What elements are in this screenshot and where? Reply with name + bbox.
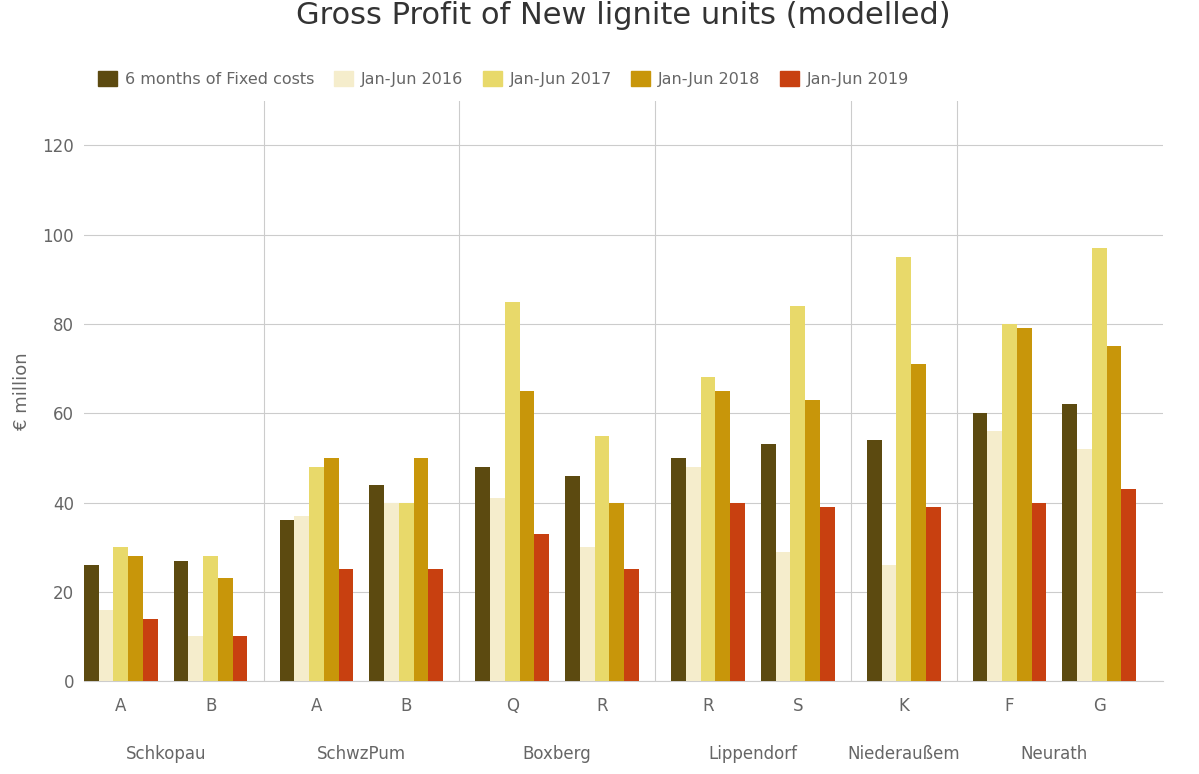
Bar bbox=[1092, 248, 1107, 681]
Bar bbox=[519, 391, 535, 681]
Bar bbox=[1077, 449, 1092, 681]
Bar bbox=[309, 467, 324, 681]
Bar bbox=[805, 400, 820, 681]
Bar bbox=[233, 636, 247, 681]
Bar bbox=[188, 636, 204, 681]
Bar bbox=[988, 431, 1002, 681]
Text: Neurath: Neurath bbox=[1020, 745, 1087, 763]
Bar bbox=[595, 436, 609, 681]
Bar bbox=[926, 507, 940, 681]
Bar bbox=[128, 556, 143, 681]
Bar bbox=[535, 534, 549, 681]
Bar bbox=[867, 440, 881, 681]
Bar bbox=[84, 565, 98, 681]
Title: Gross Profit of New lignite units (modelled): Gross Profit of New lignite units (model… bbox=[296, 2, 951, 30]
Bar bbox=[700, 378, 716, 681]
Bar bbox=[143, 618, 157, 681]
Text: Niederaußem: Niederaußem bbox=[848, 745, 960, 763]
Bar bbox=[399, 502, 414, 681]
Bar bbox=[384, 502, 399, 681]
Bar bbox=[1062, 404, 1077, 681]
Bar bbox=[1121, 489, 1137, 681]
Text: SchwzPum: SchwzPum bbox=[317, 745, 406, 763]
Bar bbox=[911, 364, 926, 681]
Bar bbox=[1002, 324, 1017, 681]
Bar bbox=[1107, 346, 1121, 681]
Bar bbox=[490, 498, 505, 681]
Bar bbox=[761, 444, 776, 681]
Bar bbox=[428, 570, 444, 681]
Bar bbox=[1031, 502, 1047, 681]
Legend: 6 months of Fixed costs, Jan-Jun 2016, Jan-Jun 2017, Jan-Jun 2018, Jan-Jun 2019: 6 months of Fixed costs, Jan-Jun 2016, J… bbox=[92, 65, 916, 94]
Bar bbox=[580, 547, 595, 681]
Bar bbox=[565, 476, 580, 681]
Bar bbox=[671, 458, 686, 681]
Bar bbox=[324, 458, 338, 681]
Bar bbox=[776, 552, 790, 681]
Text: Boxberg: Boxberg bbox=[523, 745, 591, 763]
Bar bbox=[174, 560, 188, 681]
Bar bbox=[475, 467, 490, 681]
Bar bbox=[972, 413, 988, 681]
Bar bbox=[790, 306, 805, 681]
Bar bbox=[338, 570, 354, 681]
Bar bbox=[881, 565, 897, 681]
Bar bbox=[414, 458, 428, 681]
Y-axis label: € million: € million bbox=[13, 352, 31, 430]
Bar bbox=[1017, 328, 1031, 681]
Bar bbox=[730, 502, 745, 681]
Bar bbox=[98, 610, 114, 681]
Bar bbox=[279, 520, 295, 681]
Bar bbox=[897, 257, 911, 681]
Bar bbox=[609, 502, 625, 681]
Bar bbox=[716, 391, 730, 681]
Bar bbox=[820, 507, 835, 681]
Bar bbox=[218, 578, 233, 681]
Bar bbox=[369, 485, 384, 681]
Bar bbox=[114, 547, 128, 681]
Bar bbox=[625, 570, 639, 681]
Text: Lippendorf: Lippendorf bbox=[709, 745, 797, 763]
Bar bbox=[505, 302, 519, 681]
Text: Schkopau: Schkopau bbox=[126, 745, 206, 763]
Bar bbox=[295, 516, 309, 681]
Bar bbox=[686, 467, 700, 681]
Bar bbox=[204, 556, 218, 681]
